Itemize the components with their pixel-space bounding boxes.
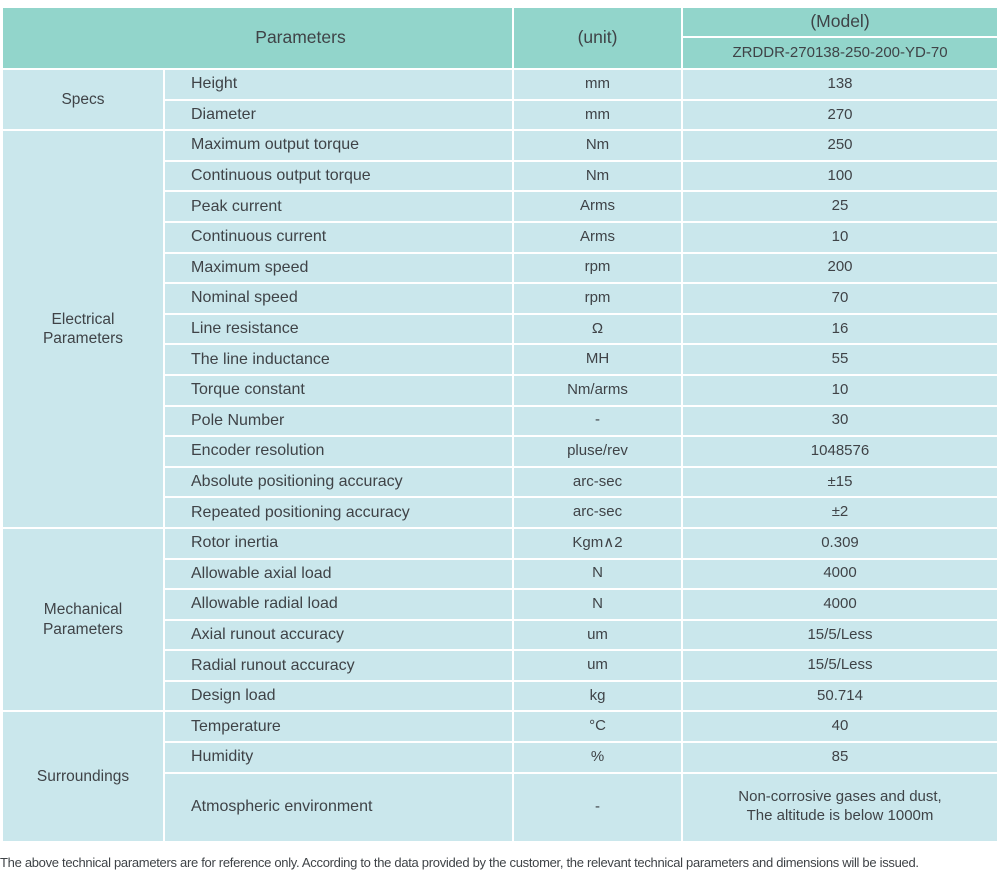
value-cell: 138	[683, 70, 997, 99]
unit-cell: arc-sec	[514, 498, 681, 527]
value-cell: 10	[683, 375, 997, 405]
unit-cell: um	[514, 620, 681, 650]
unit-cell: mm	[514, 100, 681, 130]
param-cell: Height	[165, 70, 512, 99]
param-cell: Design load	[165, 681, 512, 711]
param-cell: Torque constant	[165, 375, 512, 405]
spec-table: Parameters (unit) (Model) ZRDDR-270138-2…	[3, 8, 997, 841]
unit-cell: rpm	[514, 253, 681, 283]
value-cell: 1048576	[683, 437, 997, 466]
param-cell: Axial runout accuracy	[165, 620, 512, 650]
value-cell: 200	[683, 253, 997, 283]
unit-cell: pluse/rev	[514, 437, 681, 466]
unit-cell: Kgm∧2	[514, 528, 681, 558]
value-cell: 250	[683, 131, 997, 160]
param-cell: Maximum speed	[165, 253, 512, 283]
unit-cell: °C	[514, 712, 681, 742]
param-cell: Allowable axial load	[165, 559, 512, 589]
value-cell: ±2	[683, 498, 997, 527]
param-cell: Rotor inertia	[165, 528, 512, 558]
value-cell: 15/5/Less	[683, 620, 997, 650]
param-cell: The line inductance	[165, 345, 512, 374]
param-cell: Peak current	[165, 192, 512, 221]
value-cell: 15/5/Less	[683, 651, 997, 680]
param-cell: Continuous current	[165, 222, 512, 252]
group-cell: Surroundings	[3, 712, 163, 841]
value-cell: 270	[683, 100, 997, 130]
unit-cell: N	[514, 559, 681, 589]
unit-cell: -	[514, 773, 681, 841]
value-cell: 16	[683, 314, 997, 344]
param-cell: Continuous output torque	[165, 161, 512, 191]
param-cell: Line resistance	[165, 314, 512, 344]
param-cell: Nominal speed	[165, 284, 512, 313]
param-cell: Repeated positioning accuracy	[165, 498, 512, 527]
param-cell: Pole Number	[165, 406, 512, 436]
param-cell: Temperature	[165, 712, 512, 742]
value-cell: 0.309	[683, 528, 997, 558]
param-cell: Atmospheric environment	[165, 773, 512, 841]
unit-cell: Ω	[514, 314, 681, 344]
unit-cell: Arms	[514, 222, 681, 252]
parameters-header: Parameters	[3, 8, 512, 68]
unit-cell: MH	[514, 345, 681, 374]
value-cell: Non-corrosive gases and dust, The altitu…	[683, 773, 997, 841]
unit-cell: Arms	[514, 192, 681, 221]
param-cell: Radial runout accuracy	[165, 651, 512, 680]
value-cell: 40	[683, 712, 997, 742]
unit-cell: -	[514, 406, 681, 436]
spec-sheet: Parameters (unit) (Model) ZRDDR-270138-2…	[0, 8, 1000, 870]
value-cell: 4000	[683, 559, 997, 589]
footer-note: The above technical parameters are for r…	[0, 854, 919, 870]
unit-cell: N	[514, 590, 681, 619]
value-cell: 85	[683, 743, 997, 772]
unit-cell: rpm	[514, 284, 681, 313]
unit-header: (unit)	[514, 8, 681, 68]
unit-cell: %	[514, 743, 681, 772]
param-cell: Humidity	[165, 743, 512, 772]
param-cell: Encoder resolution	[165, 437, 512, 466]
group-cell: Specs	[3, 70, 163, 130]
value-cell: 10	[683, 222, 997, 252]
unit-cell: kg	[514, 681, 681, 711]
unit-cell: Nm	[514, 161, 681, 191]
param-cell: Allowable radial load	[165, 590, 512, 619]
param-cell: Diameter	[165, 100, 512, 130]
value-cell: 25	[683, 192, 997, 221]
value-cell: 100	[683, 161, 997, 191]
unit-cell: um	[514, 651, 681, 680]
unit-cell: arc-sec	[514, 467, 681, 497]
group-cell: Mechanical Parameters	[3, 528, 163, 711]
value-cell: 70	[683, 284, 997, 313]
value-cell: 4000	[683, 590, 997, 619]
unit-cell: Nm/arms	[514, 375, 681, 405]
value-cell: 50.714	[683, 681, 997, 711]
unit-cell: Nm	[514, 131, 681, 160]
param-cell: Absolute positioning accuracy	[165, 467, 512, 497]
param-cell: Maximum output torque	[165, 131, 512, 160]
group-cell: Electrical Parameters	[3, 131, 163, 527]
model-code: ZRDDR-270138-250-200-YD-70	[683, 38, 997, 68]
value-cell: 30	[683, 406, 997, 436]
unit-cell: mm	[514, 70, 681, 99]
value-cell: 55	[683, 345, 997, 374]
value-cell: ±15	[683, 467, 997, 497]
model-header: (Model)	[683, 8, 997, 36]
